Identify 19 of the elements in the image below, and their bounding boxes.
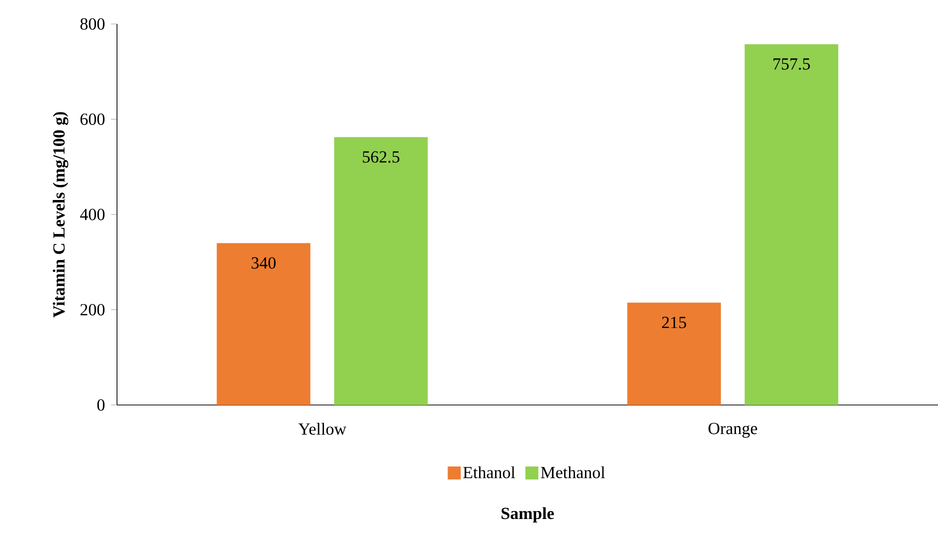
data-label: 757.5: [774, 58, 810, 70]
y-tick-label: 200: [80, 304, 105, 316]
data-label: 562.5: [362, 151, 400, 163]
y-tick-label: 0: [97, 399, 105, 411]
bar: [744, 44, 838, 405]
y-axis-title: Vitamin C Levels (mg/100 g): [52, 112, 68, 318]
y-tick-label: 600: [80, 114, 105, 125]
bar: [216, 243, 310, 405]
x-tick-label: Orange: [708, 422, 758, 438]
legend-label: Ethanol: [463, 466, 516, 478]
data-label: 340: [252, 257, 276, 269]
bar: [334, 137, 428, 405]
y-tick-label: 800: [80, 18, 105, 30]
y-tick-label: 400: [80, 208, 105, 220]
bar: [627, 302, 721, 405]
legend-label: Methanol: [540, 466, 605, 478]
x-axis-title: Sample: [502, 507, 554, 523]
x-tick-label: Yellow: [298, 422, 346, 435]
data-label: 215: [662, 316, 686, 328]
